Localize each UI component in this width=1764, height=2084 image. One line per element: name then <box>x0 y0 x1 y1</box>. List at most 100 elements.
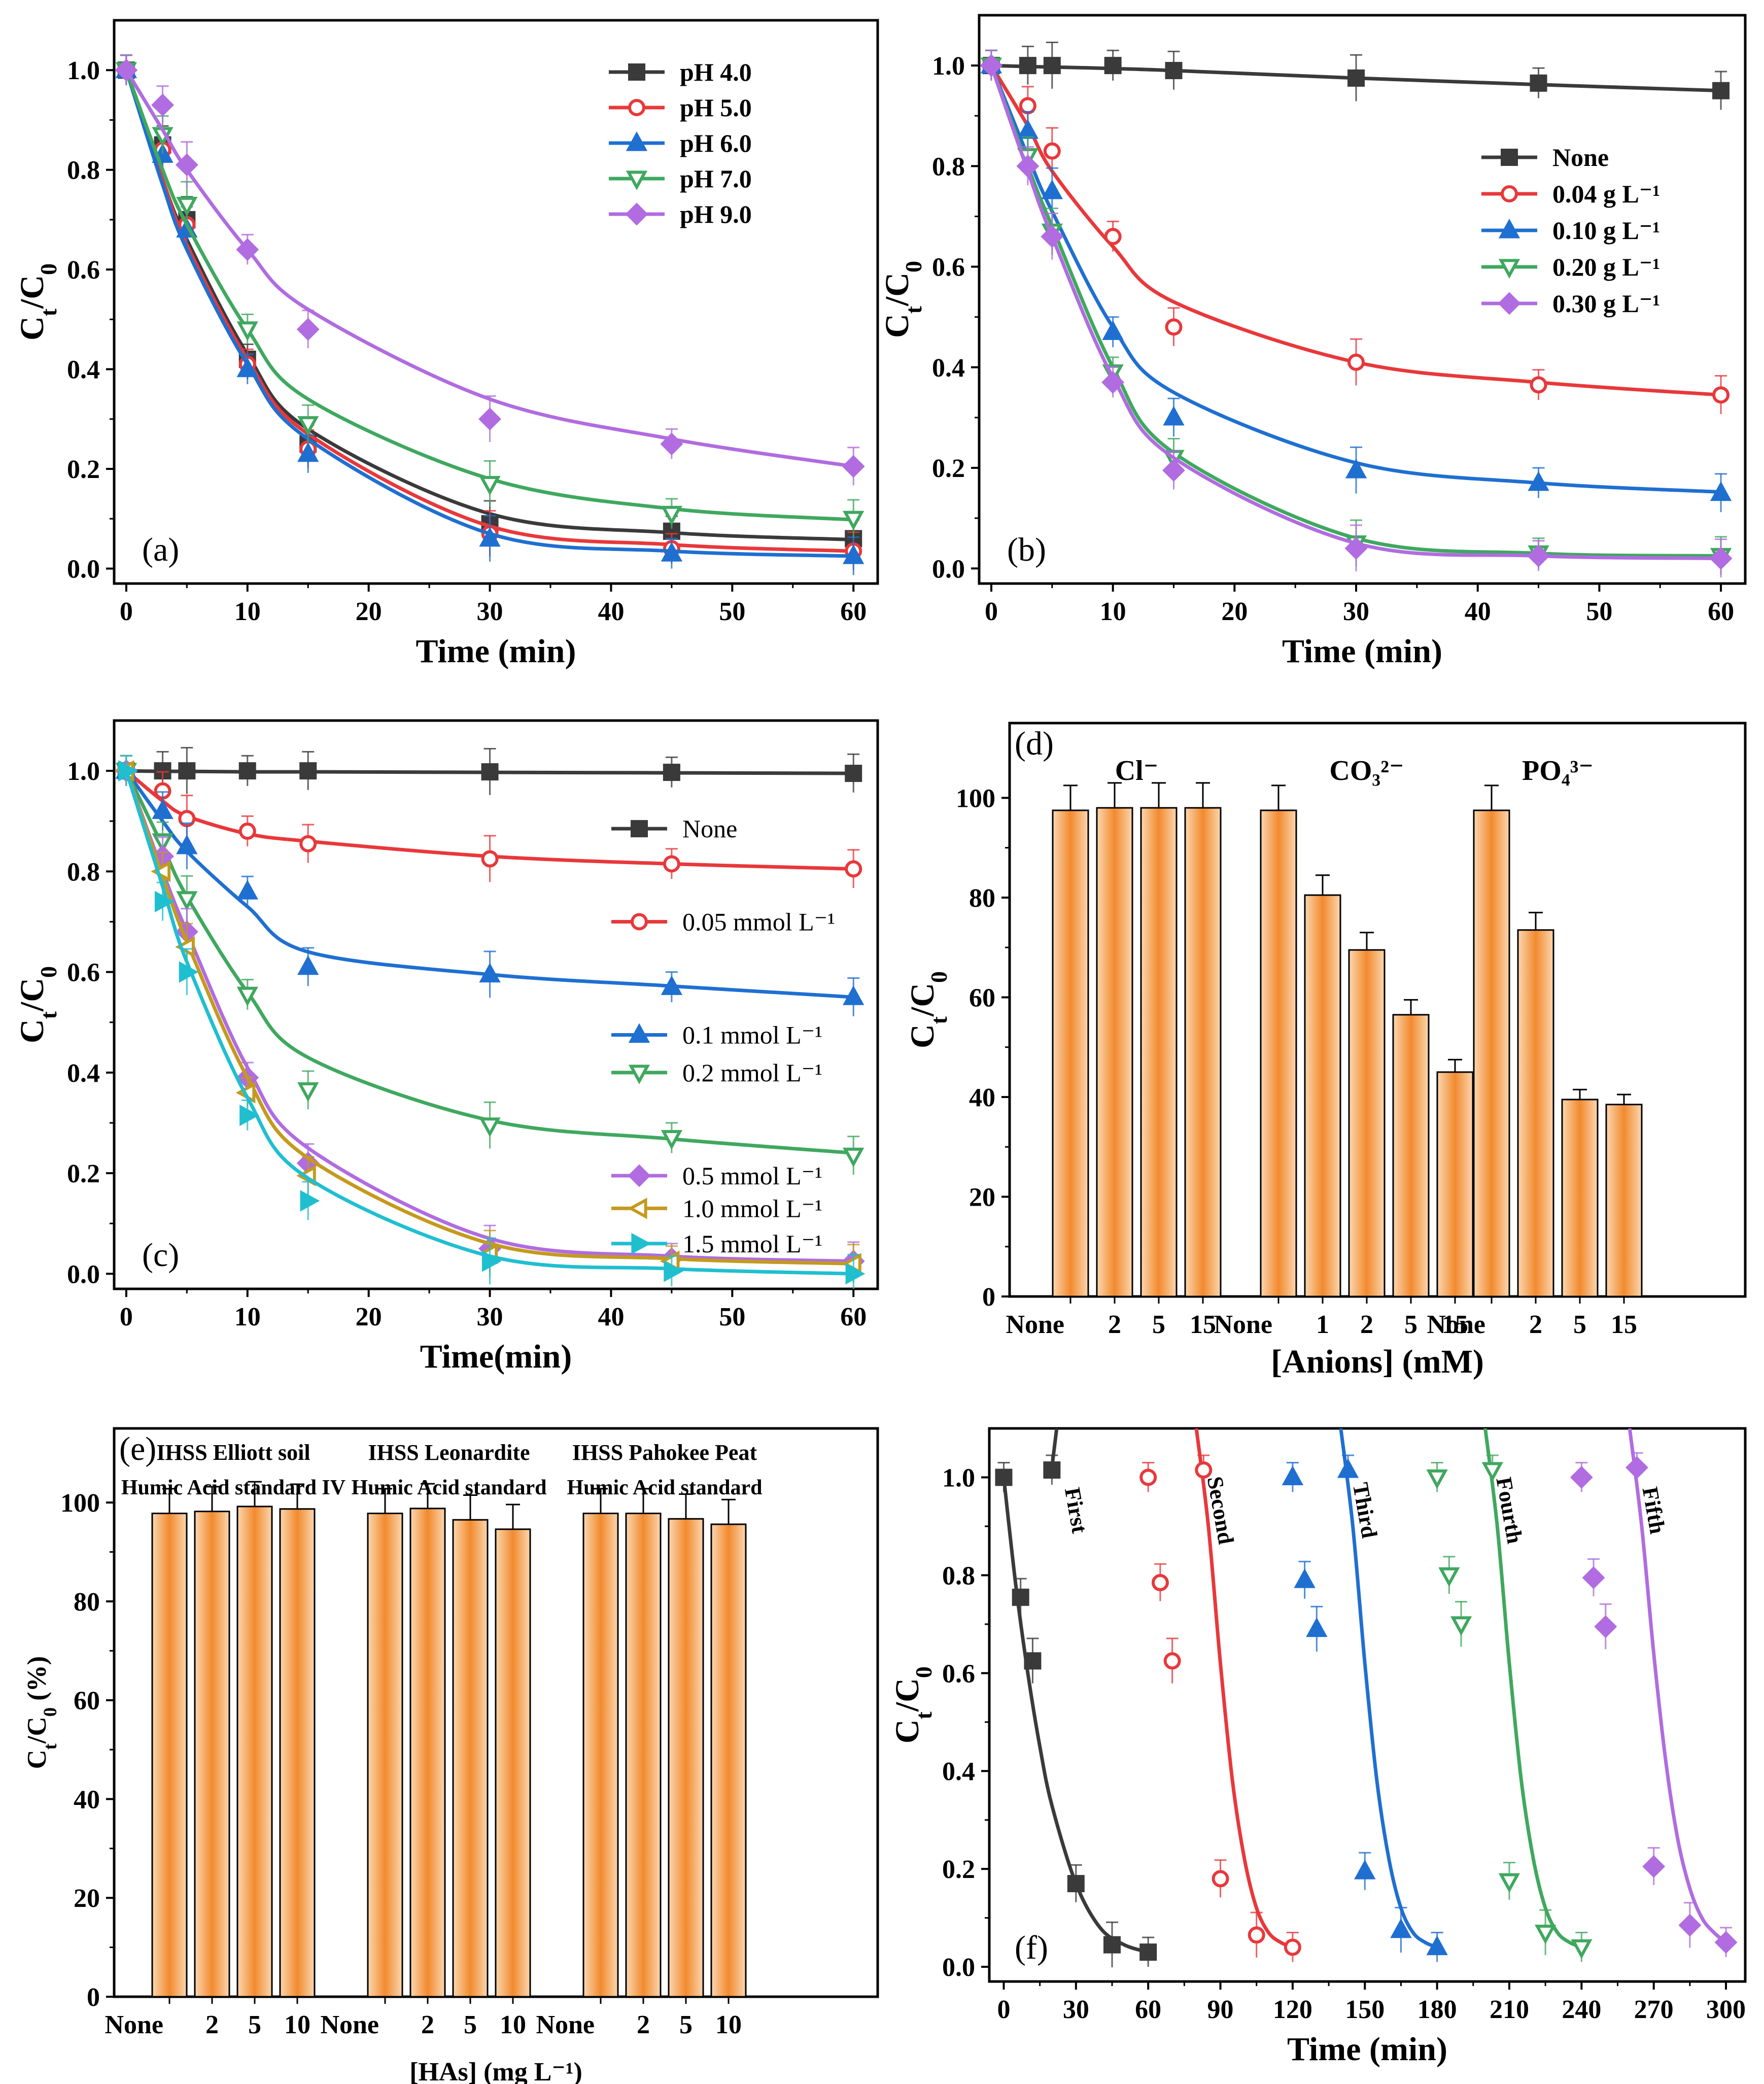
x-tick-label: 10 <box>284 2010 310 2039</box>
bar <box>151 1513 188 1998</box>
group-label: CO₃²⁻ <box>1329 755 1404 787</box>
x-tick-label: 2 <box>1529 1310 1542 1339</box>
plot-frame <box>978 14 1747 585</box>
y-axis-title-suffix: (%) <box>22 1656 52 1707</box>
data-point <box>299 762 317 780</box>
data-point <box>479 963 501 983</box>
y-axis-title-part: C <box>889 1719 926 1744</box>
data-point <box>1530 376 1547 394</box>
data-point <box>151 93 174 117</box>
data-point <box>663 764 680 781</box>
data-point <box>1139 1468 1157 1486</box>
x-tick-label: 10 <box>234 1303 261 1331</box>
data-point <box>1165 62 1183 80</box>
data-point <box>1043 1461 1061 1479</box>
data-point <box>843 544 864 564</box>
data-point <box>1103 1936 1121 1954</box>
data-point <box>1195 1461 1213 1479</box>
x-tick-label: 30 <box>477 1303 503 1331</box>
y-axis-title-part: 0 <box>40 1707 60 1717</box>
data-point <box>1714 1931 1738 1954</box>
data-point <box>1104 228 1122 246</box>
x-tick-label: 5 <box>1152 1310 1165 1339</box>
data-point <box>479 475 501 496</box>
legend-marker <box>1498 259 1520 279</box>
y-axis-title-part: t <box>901 305 926 314</box>
data-point <box>1570 1466 1593 1489</box>
data-point <box>481 1250 502 1272</box>
y-tick-label: 40 <box>969 1083 995 1112</box>
bar <box>236 1506 273 1998</box>
y-axis-title-part: t <box>926 1016 952 1024</box>
bar <box>1052 809 1089 1297</box>
cycle-label: First <box>1060 1486 1092 1535</box>
data-point <box>152 799 174 819</box>
data-point <box>661 1130 683 1150</box>
x-tick-label: 2 <box>1360 1310 1373 1339</box>
panel-label: (a) <box>142 531 179 568</box>
y-tick-label: 0.8 <box>932 152 965 181</box>
x-tick-label: 60 <box>1135 1995 1161 2024</box>
data-point <box>1345 458 1367 479</box>
chart-b: 0 10 20 30 40 50 60 0.0 0.2 0.4 0.6 0.8 1.0 Time (min… <box>879 14 1747 670</box>
y-axis-title-part: t <box>911 1711 937 1719</box>
x-tick-label: 20 <box>356 1303 382 1331</box>
data-point <box>118 760 138 782</box>
data-point <box>1294 1568 1316 1588</box>
x-axis-title: Time (min) <box>1282 633 1442 670</box>
y-tick-label: 1.0 <box>932 52 965 81</box>
bar <box>1184 807 1222 1297</box>
x-tick-label: None <box>105 2010 163 2039</box>
x-tick-label: 2 <box>205 2010 219 2039</box>
y-tick-label: 0.6 <box>942 1659 975 1688</box>
x-tick-label: 20 <box>1221 597 1248 626</box>
fit-line-First <box>1001 1477 1149 1954</box>
group-label-line2: Humic Acid standard <box>351 1476 546 1499</box>
x-tick-label: 2 <box>421 2010 434 2039</box>
x-tick-label: 180 <box>1417 1995 1457 2024</box>
x-tick-label: 60 <box>1708 597 1734 626</box>
y-tick-label: 0.8 <box>67 156 100 185</box>
legend-marker <box>631 1233 651 1254</box>
data-point <box>663 855 680 873</box>
y-tick-label: 0.0 <box>67 555 100 584</box>
x-tick-label: 10 <box>234 597 261 626</box>
legend-marker <box>1498 218 1520 238</box>
x-tick-label: None <box>1427 1310 1485 1339</box>
y-tick-label: 0.4 <box>67 356 100 385</box>
x-tick-label: 5 <box>679 2010 693 2039</box>
x-tick-label: None <box>1214 1310 1272 1339</box>
data-point <box>1712 386 1730 404</box>
x-tick-label: 60 <box>840 597 867 626</box>
bar <box>452 1519 489 1998</box>
data-point <box>1481 1462 1503 1482</box>
x-tick-label: 15 <box>1190 1310 1216 1339</box>
group-label-line2: Humic Acid standard IV <box>121 1476 345 1499</box>
x-tick-label: 90 <box>1207 1995 1234 2024</box>
data-point <box>980 54 1003 77</box>
x-tick-label: 5 <box>248 2010 261 2039</box>
data-point <box>297 1082 319 1102</box>
legend-marker <box>631 913 648 931</box>
data-point <box>1438 1567 1460 1587</box>
data-point <box>845 1263 866 1285</box>
y-tick-label: 0.8 <box>942 1561 975 1590</box>
y-axis-title: Ct/C0 <box>14 263 61 340</box>
group-label: IHSS Leonardite <box>368 1440 530 1465</box>
group-label: Cl⁻ <box>1115 755 1159 787</box>
data-point <box>1582 1566 1605 1589</box>
fit-line-0.05 mmol L⁻¹ <box>125 769 854 871</box>
y-axis-title-part: /C <box>14 275 51 309</box>
data-point <box>1019 97 1036 115</box>
data-point <box>1625 1456 1648 1479</box>
chart-a: 0 10 20 30 40 50 60 0.0 0.2 0.4 0.6 0.8 1.0 Time (min… <box>14 19 879 670</box>
y-axis-title-part: C <box>904 1024 941 1048</box>
data-point <box>1347 69 1365 87</box>
legend-marker <box>628 1023 650 1043</box>
fit-line-Fifth <box>1628 1428 1727 1944</box>
y-tick-label: 0.2 <box>67 1159 100 1188</box>
legend-marker <box>628 99 645 116</box>
data-point <box>664 1260 683 1282</box>
data-point <box>154 891 175 912</box>
